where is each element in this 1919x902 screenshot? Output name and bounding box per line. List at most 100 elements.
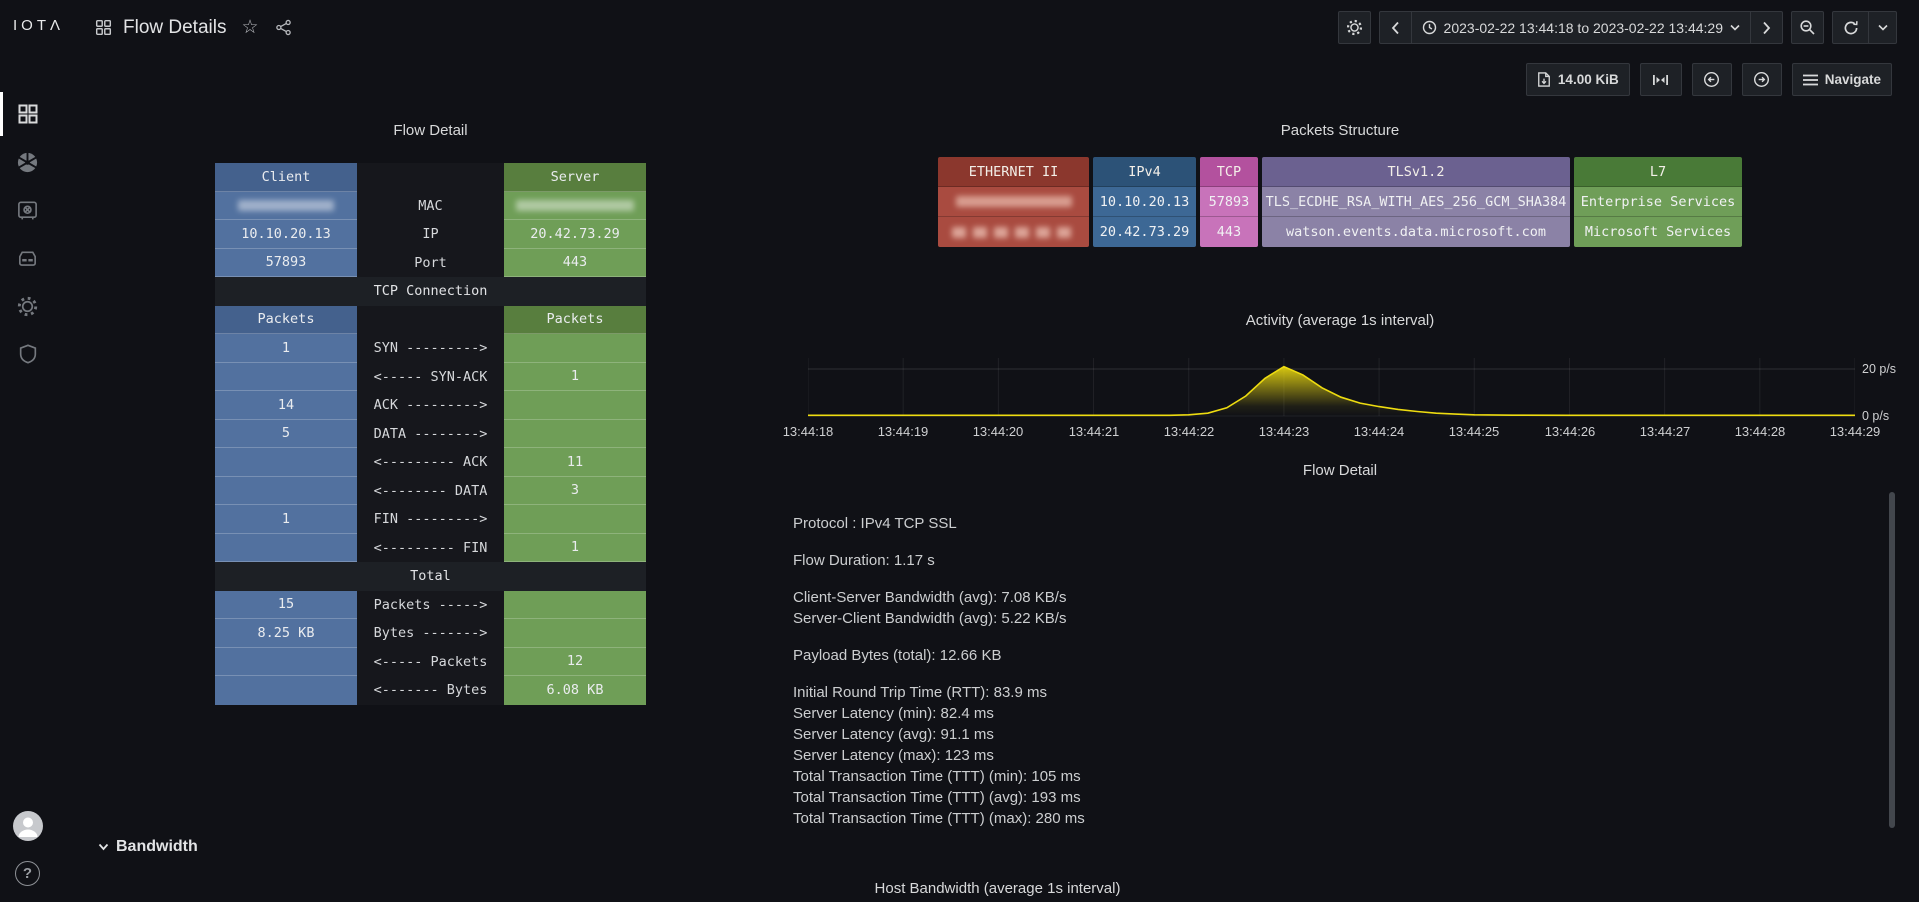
ttt-max-line: Total Transaction Time (TTT) (max): 280 … [793, 810, 1085, 827]
share-icon[interactable] [275, 19, 292, 36]
latency-max-line: Server Latency (max): 123 ms [793, 747, 994, 764]
clock-icon [1422, 20, 1436, 35]
x-tick: 13:44:19 [877, 424, 929, 439]
table-cell [215, 676, 357, 705]
hamburger-icon [1802, 74, 1818, 85]
ip-label: IP [357, 220, 504, 249]
zoom-out-button[interactable] [1791, 11, 1824, 44]
user-avatar[interactable] [13, 811, 43, 841]
sidebar-item-storage[interactable] [0, 234, 55, 282]
table-cell: 15 [215, 590, 357, 619]
refresh-button[interactable] [1832, 11, 1869, 44]
help-button[interactable]: ? [15, 861, 40, 886]
x-tick: 13:44:29 [1829, 424, 1881, 439]
next-flow-button[interactable] [1741, 63, 1782, 96]
panel-scrollbar[interactable] [1889, 492, 1895, 828]
redacted-mac [238, 199, 334, 211]
dashboard-grid-icon [95, 19, 112, 36]
sidebar-item-capture[interactable] [0, 138, 55, 186]
chevron-down-icon [98, 843, 109, 851]
layer-row: Microsoft Services [1574, 217, 1742, 247]
table-cell [215, 448, 357, 477]
shield-icon [19, 344, 36, 364]
layer-row [938, 217, 1089, 247]
sc-bandwidth-line: Server-Client Bandwidth (avg): 5.22 KB/s [793, 610, 1067, 627]
redacted-mac [516, 199, 634, 211]
flow-toolbar: 14.00 KiB Navigate [1525, 63, 1892, 96]
layer-header: TCP [1200, 157, 1258, 187]
duration-line: Flow Duration: 1.17 s [793, 552, 935, 569]
table-cell: 1 [215, 505, 357, 534]
time-range-controls: 2023-02-22 13:44:18 to 2023-02-22 13:44:… [1378, 11, 1783, 44]
refresh-interval-dropdown[interactable] [1868, 11, 1897, 44]
activity-line [808, 365, 1855, 417]
cs-bandwidth-line: Client-Server Bandwidth (avg): 7.08 KB/s [793, 589, 1067, 606]
layer-row: 10.10.20.13 [1093, 187, 1196, 217]
layer-header: L7 [1574, 157, 1742, 187]
download-pcap-button[interactable]: 14.00 KiB [1525, 63, 1630, 96]
navigate-button[interactable]: Navigate [1791, 63, 1892, 96]
fit-view-button[interactable] [1639, 63, 1682, 96]
layer-row: TLS_ECDHE_RSA_WITH_AES_256_GCM_SHA384 [1262, 187, 1570, 217]
redacted-mac [955, 196, 1072, 207]
layer-header: ETHERNET II [938, 157, 1089, 187]
host-bandwidth-title: Host Bandwidth (average 1s interval) [874, 880, 1121, 897]
table-cell [504, 419, 646, 448]
ttt-avg-line: Total Transaction Time (TTT) (avg): 193 … [793, 789, 1081, 806]
ack-label: ACK ---------> [357, 391, 504, 420]
latency-lines: Initial Round Trip Time (RTT): 83.9 ms S… [793, 682, 1085, 829]
flow-detail-table-title: Flow Detail [393, 122, 468, 139]
total-bytes-out-label: Bytes -------> [357, 619, 504, 648]
flow-detail-text-title: Flow Detail [1302, 462, 1378, 479]
sidebar-item-settings[interactable] [0, 282, 55, 330]
latency-min-line: Server Latency (min): 82.4 ms [793, 705, 994, 722]
sidebar-item-dashboards[interactable] [0, 90, 55, 138]
data-back-label: <-------- DATA [357, 476, 504, 505]
client-header-cell: Client [215, 163, 357, 192]
dashboards-grid-icon [18, 104, 37, 124]
table-cell [504, 391, 646, 420]
time-back-button[interactable] [1378, 11, 1412, 44]
layer-row: 57893 [1200, 187, 1258, 217]
bandwidth-section-header[interactable]: Bandwidth [98, 838, 198, 856]
question-mark-icon: ? [22, 865, 33, 882]
prev-flow-button[interactable] [1691, 63, 1732, 96]
table-cell [215, 362, 357, 391]
sidebar-item-security[interactable] [0, 330, 55, 378]
circle-arrow-right-icon [1754, 71, 1770, 88]
chevron-down-icon [1730, 24, 1740, 31]
table-cell: 1 [504, 533, 646, 562]
data-label: DATA --------> [357, 419, 504, 448]
activity-chart [808, 358, 1855, 417]
middle-cell [357, 305, 504, 334]
table-cell [215, 476, 357, 505]
time-forward-button[interactable] [1750, 11, 1783, 44]
table-cell [215, 533, 357, 562]
safe-icon [18, 201, 37, 219]
server-mac-cell [504, 191, 646, 220]
x-tick: 13:44:26 [1544, 424, 1596, 439]
dashboard-settings-button[interactable] [1337, 11, 1371, 44]
x-tick: 13:44:24 [1353, 424, 1405, 439]
table-cell: 14 [215, 391, 357, 420]
time-range-label: 2023-02-22 13:44:18 to 2023-02-22 13:44:… [1443, 19, 1723, 36]
table-cell: 11 [504, 448, 646, 477]
table-cell [215, 647, 357, 676]
top-nav: IOTΛ Flow Details ☆ 2023-02-22 13:44:18 … [0, 0, 1919, 55]
favorite-star-icon[interactable]: ☆ [241, 17, 259, 38]
navigate-label: Navigate [1824, 72, 1881, 87]
time-range-button[interactable]: 2023-02-22 13:44:18 to 2023-02-22 13:44:… [1410, 11, 1751, 44]
payload-line: Payload Bytes (total): 12.66 KB [793, 647, 1002, 664]
ack-back-label: <--------- ACK [357, 448, 504, 477]
client-packets-header: Packets [215, 305, 357, 334]
fin-label: FIN ---------> [357, 505, 504, 534]
refresh-controls [1832, 11, 1897, 44]
x-tick: 13:44:22 [1163, 424, 1215, 439]
sidebar-item-vault[interactable] [0, 186, 55, 234]
client-ip-cell: 10.10.20.13 [215, 220, 357, 249]
packets-structure-title: Packets Structure [1280, 122, 1400, 139]
port-label: Port [357, 248, 504, 277]
x-tick: 13:44:23 [1258, 424, 1310, 439]
layer-row: Enterprise Services [1574, 187, 1742, 217]
bandwidth-section-label: Bandwidth [116, 838, 198, 855]
